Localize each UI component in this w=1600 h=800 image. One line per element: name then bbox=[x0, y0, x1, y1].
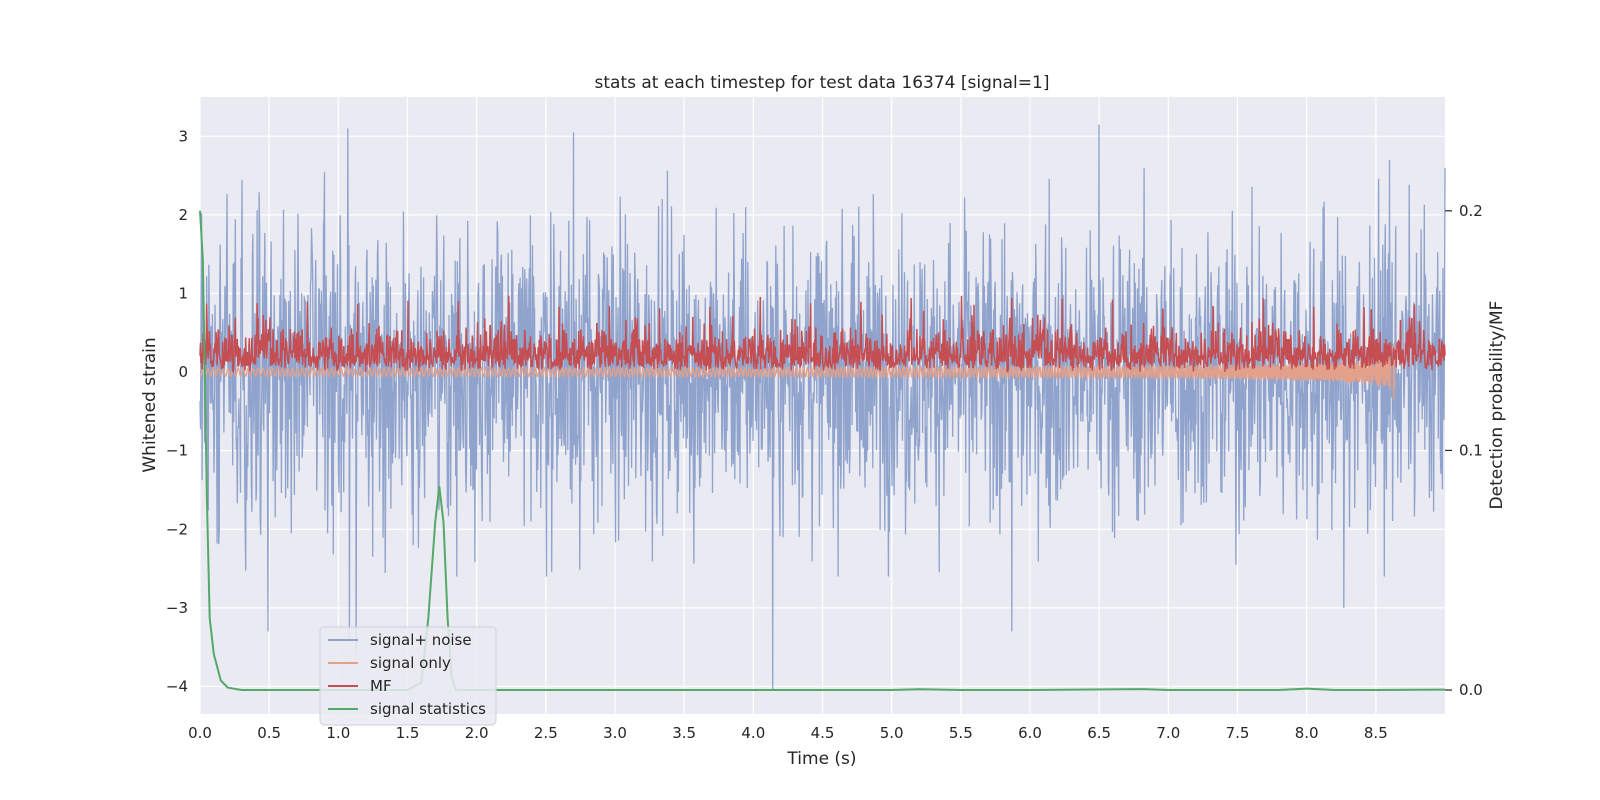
x-tick-label: 5.5 bbox=[949, 724, 973, 742]
legend-label-signal-noise: signal+ noise bbox=[370, 631, 472, 649]
series-mf-line bbox=[199, 295, 1446, 374]
y-axis-label: Whitened strain bbox=[140, 337, 160, 472]
x-tick-label: 4.0 bbox=[741, 724, 765, 742]
y2-axis-label: Detection probability/MF bbox=[1487, 301, 1507, 510]
y-tick-label: −4 bbox=[166, 677, 188, 695]
x-tick-label: 3.5 bbox=[672, 724, 696, 742]
y2-tick-label: 0.2 bbox=[1459, 202, 1483, 220]
y-tick-label: 0 bbox=[178, 363, 188, 381]
x-tick-label: 5.0 bbox=[880, 724, 904, 742]
chart-title: stats at each timestep for test data 163… bbox=[595, 73, 1050, 93]
x-tick-label: 1.5 bbox=[396, 724, 420, 742]
legend-label-mf: MF bbox=[370, 677, 392, 695]
y2-tick-label: 0.0 bbox=[1459, 681, 1483, 699]
x-tick-label: 8.5 bbox=[1364, 724, 1388, 742]
x-tick-label: 1.0 bbox=[326, 724, 350, 742]
x-tick-label: 3.0 bbox=[603, 724, 627, 742]
x-tick-label: 4.5 bbox=[811, 724, 835, 742]
legend-label-signal-statistics: signal statistics bbox=[370, 700, 486, 718]
y-tick-label: −3 bbox=[166, 599, 188, 617]
y-tick-label: 1 bbox=[178, 284, 188, 302]
x-tick-label: 0.0 bbox=[188, 724, 212, 742]
series-signal-noise-line bbox=[199, 124, 1446, 691]
series-signal-only-line bbox=[199, 342, 1396, 401]
legend: signal+ noise signal only MF signal stat… bbox=[319, 626, 497, 726]
x-tick-label: 7.5 bbox=[1226, 724, 1250, 742]
x-tick-label: 6.0 bbox=[1018, 724, 1042, 742]
x-tick-label: 0.5 bbox=[257, 724, 281, 742]
y-tick-label: −1 bbox=[166, 442, 188, 460]
x-tick-label: 2.5 bbox=[534, 724, 558, 742]
y-tick-label: 3 bbox=[178, 127, 188, 145]
legend-label-signal-only: signal only bbox=[370, 654, 451, 672]
x-tick-label: 2.0 bbox=[465, 724, 489, 742]
y2-tick-label: 0.1 bbox=[1459, 441, 1483, 459]
ticks: 0.0 0.5 1.0 1.5 2.0 2.5 3.0 3.5 4.0 4.5 5.0 5.5 6.0 6… bbox=[166, 127, 1483, 742]
y-tick-label: 2 bbox=[178, 206, 188, 224]
x-tick-label: 6.5 bbox=[1087, 724, 1111, 742]
y-tick-label: −2 bbox=[166, 520, 188, 538]
x-tick-label: 7.0 bbox=[1156, 724, 1180, 742]
x-tick-label: 8.0 bbox=[1295, 724, 1319, 742]
x-axis-label: Time (s) bbox=[786, 749, 856, 769]
legend-box bbox=[319, 626, 497, 726]
